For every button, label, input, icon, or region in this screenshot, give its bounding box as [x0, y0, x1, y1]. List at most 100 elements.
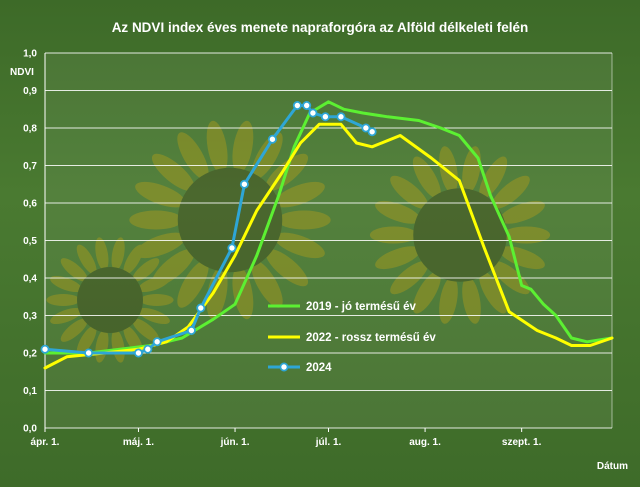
- data-point-marker: [367, 127, 377, 137]
- y-tick-label: 1,0: [23, 49, 37, 60]
- sunflower-petal: [375, 246, 421, 270]
- sunflower-petal: [111, 237, 125, 271]
- y-tick-label: 0,6: [23, 199, 37, 210]
- sunflower-petal: [499, 246, 545, 270]
- sunflower-petal: [265, 249, 309, 287]
- sunflower-petal: [177, 132, 209, 180]
- x-tick-label: aug. 1.: [409, 437, 441, 448]
- sunflower-petal: [123, 244, 144, 275]
- y-tick-label: 0,0: [23, 424, 37, 435]
- sunflower-petal: [412, 271, 441, 314]
- data-point-marker: [267, 134, 277, 144]
- sunflower-petal: [140, 294, 174, 306]
- sunflower-petal: [439, 276, 458, 324]
- sunflower-petal: [129, 210, 183, 230]
- sunflower-petal: [135, 181, 186, 208]
- sunflower-petal: [132, 258, 160, 282]
- sunflower-petal: [151, 153, 195, 191]
- data-point-marker: [143, 344, 153, 354]
- y-tick-label: 0,1: [23, 386, 37, 397]
- y-tick-label: 0,5: [23, 236, 37, 247]
- y-tick-label: 0,9: [23, 86, 37, 97]
- background-sunflowers: [46, 120, 551, 363]
- sunflower-petal: [479, 156, 508, 199]
- data-point-marker: [152, 337, 162, 347]
- data-point-marker: [227, 243, 237, 253]
- sunflower-petal: [232, 266, 254, 320]
- legend-label: 2022 - rossz termésű év: [306, 332, 436, 344]
- sunflower-petal: [138, 275, 170, 293]
- sunflower-petal: [274, 232, 325, 259]
- data-point-marker: [133, 348, 143, 358]
- sunflower-petal: [274, 181, 325, 208]
- sunflower-center: [413, 188, 507, 282]
- sunflower-petal: [151, 249, 195, 287]
- x-tick-label: máj. 1.: [123, 437, 154, 448]
- sunflower-petal: [277, 210, 331, 230]
- sunflower-petal: [50, 275, 82, 293]
- chart-title: Az NDVI index éves menete napraforgóra a…: [111, 20, 529, 35]
- sunflower-petal: [502, 226, 551, 244]
- y-tick-label: 0,4: [23, 274, 37, 285]
- legend-item: 2019 - jó termésű év: [268, 301, 417, 313]
- sunflower-petal: [95, 237, 109, 271]
- data-point-marker: [196, 303, 206, 313]
- sunflower-petal: [135, 232, 186, 259]
- sunflower-petal: [76, 325, 97, 356]
- sunflower-petal: [375, 200, 421, 224]
- sunflower-petal: [462, 276, 481, 324]
- y-axis-label: NDVI: [10, 67, 34, 78]
- sunflower-center: [177, 167, 283, 273]
- data-point-marker: [186, 325, 196, 335]
- y-tick-label: 0,3: [23, 311, 37, 322]
- sunflower-petal: [132, 318, 160, 342]
- sunflower-shape: [129, 120, 331, 320]
- legend-item: 2022 - rossz termésű év: [268, 332, 436, 344]
- sunflower-petal: [138, 307, 170, 325]
- x-tick-label: ápr. 1.: [31, 437, 60, 448]
- sunflower-petal: [479, 271, 508, 314]
- data-point-marker: [302, 101, 312, 111]
- data-point-marker: [40, 344, 50, 354]
- sunflower-petal: [390, 175, 429, 210]
- series-line: [43, 122, 614, 370]
- x-tick-label: jún. 1.: [220, 437, 250, 448]
- sunflower-shape: [46, 237, 174, 363]
- series-3: [40, 101, 377, 358]
- sunflower-shape: [369, 146, 551, 324]
- data-point-marker: [239, 179, 249, 189]
- legend-label: 2024: [306, 362, 332, 374]
- sunflower-petal: [251, 260, 283, 308]
- data-point-marker: [292, 101, 302, 111]
- data-point-marker: [361, 123, 371, 133]
- sunflower-petal: [499, 200, 545, 224]
- sunflower-petal: [412, 156, 441, 199]
- data-point-marker: [336, 112, 346, 122]
- sunflower-petal: [76, 244, 97, 275]
- y-tick-label: 0,7: [23, 161, 37, 172]
- sunflower-petal: [439, 146, 458, 194]
- series-1: [43, 100, 614, 355]
- series-line: [43, 100, 614, 355]
- sunflower-petal: [369, 226, 418, 244]
- series-2: [43, 122, 614, 370]
- x-tick-label: júl. 1.: [315, 437, 342, 448]
- legend-item: 2024: [268, 362, 332, 374]
- legend-swatch-marker: [279, 362, 289, 372]
- sunflower-petal: [177, 260, 209, 308]
- sunflower-petal: [491, 175, 530, 210]
- y-tick-label: 0,8: [23, 124, 37, 135]
- legend-label: 2019 - jó termésű év: [306, 301, 417, 313]
- data-point-marker: [84, 348, 94, 358]
- data-point-marker: [320, 112, 330, 122]
- sunflower-petal: [50, 307, 82, 325]
- sunflower-petal: [251, 132, 283, 180]
- sunflower-petal: [60, 318, 88, 342]
- data-point-marker: [308, 108, 318, 118]
- sunflower-petal: [46, 294, 80, 306]
- y-tick-label: 0,2: [23, 349, 37, 360]
- sunflower-petal: [232, 120, 254, 174]
- sunflower-center: [77, 267, 143, 333]
